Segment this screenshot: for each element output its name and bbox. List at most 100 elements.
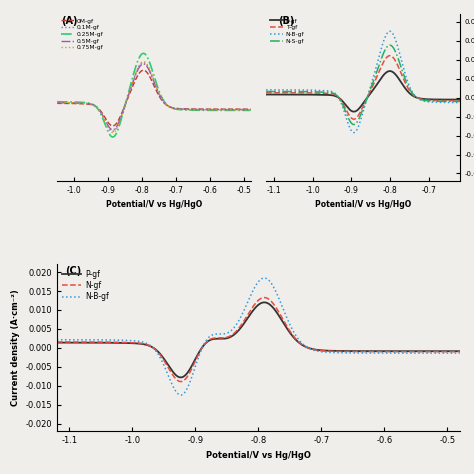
P-gf bbox=[358, 348, 364, 354]
P-gf bbox=[275, 91, 281, 97]
N-S-gf bbox=[457, 99, 463, 104]
T-gf bbox=[381, 58, 387, 64]
P-gf bbox=[351, 109, 356, 115]
X-axis label: Potential/V vs Hg/HgO: Potential/V vs Hg/HgO bbox=[106, 201, 202, 210]
T-gf bbox=[263, 90, 269, 96]
N-B-gf bbox=[387, 28, 393, 34]
0.1M-gf bbox=[172, 106, 178, 111]
N-S-gf bbox=[410, 92, 416, 98]
0.1M-gf bbox=[178, 106, 183, 112]
N-B-gf bbox=[403, 350, 409, 356]
0M-gf bbox=[110, 123, 116, 129]
Legend: P-gf, T-gf, N-B-gf, N-S-gf: P-gf, T-gf, N-B-gf, N-S-gf bbox=[269, 17, 306, 45]
Line: 0M-gf: 0M-gf bbox=[57, 70, 251, 126]
Legend: 0M-gf, 0.1M-gf, 0.25M-gf, 0.5M-gf, 0.75M-gf: 0M-gf, 0.1M-gf, 0.25M-gf, 0.5M-gf, 0.75M… bbox=[60, 17, 105, 52]
N-B-gf bbox=[410, 91, 416, 97]
0.5M-gf bbox=[54, 100, 60, 106]
0.25M-gf bbox=[221, 108, 227, 113]
N-S-gf bbox=[430, 98, 436, 104]
N-gf bbox=[227, 334, 232, 339]
P-gf bbox=[178, 374, 183, 380]
0.75M-gf bbox=[110, 130, 116, 136]
Line: P-gf: P-gf bbox=[57, 302, 460, 377]
P-gf bbox=[227, 335, 232, 340]
X-axis label: Potential/V vs Hg/HgO: Potential/V vs Hg/HgO bbox=[315, 201, 411, 210]
Y-axis label: Current density (A·cm⁻²): Current density (A·cm⁻²) bbox=[11, 290, 20, 406]
0.5M-gf bbox=[167, 104, 173, 110]
N-S-gf bbox=[381, 49, 387, 55]
N-B-gf bbox=[159, 358, 164, 364]
N-B-gf bbox=[98, 337, 104, 343]
P-gf bbox=[381, 72, 387, 78]
N-B-gf bbox=[376, 55, 382, 60]
0.5M-gf bbox=[248, 107, 254, 112]
N-B-gf bbox=[430, 99, 436, 105]
N-gf bbox=[358, 349, 364, 355]
N-B-gf bbox=[387, 28, 392, 34]
0.5M-gf bbox=[172, 106, 178, 111]
Text: (A): (A) bbox=[61, 16, 77, 26]
P-gf bbox=[262, 300, 267, 305]
0M-gf bbox=[178, 106, 183, 111]
0.75M-gf bbox=[54, 100, 60, 105]
0.25M-gf bbox=[110, 134, 116, 140]
0.75M-gf bbox=[167, 104, 173, 110]
T-gf bbox=[387, 53, 393, 58]
0.25M-gf bbox=[54, 99, 60, 105]
N-S-gf bbox=[387, 42, 392, 48]
P-gf bbox=[54, 340, 60, 346]
0.1M-gf bbox=[201, 107, 207, 112]
0.5M-gf bbox=[201, 107, 207, 112]
0.25M-gf bbox=[178, 107, 183, 112]
Line: N-gf: N-gf bbox=[57, 298, 460, 382]
0.75M-gf bbox=[201, 107, 207, 113]
N-B-gf bbox=[457, 100, 463, 105]
0.1M-gf bbox=[54, 100, 60, 106]
N-B-gf bbox=[351, 130, 356, 136]
N-S-gf bbox=[263, 89, 269, 94]
N-gf bbox=[159, 354, 164, 360]
T-gf bbox=[376, 69, 382, 75]
0.75M-gf bbox=[178, 107, 183, 112]
N-B-gf bbox=[381, 37, 387, 43]
0.5M-gf bbox=[221, 107, 227, 112]
N-B-gf bbox=[178, 392, 183, 398]
Text: (C): (C) bbox=[65, 266, 81, 276]
N-B-gf bbox=[342, 350, 347, 356]
Line: N-B-gf: N-B-gf bbox=[266, 31, 460, 133]
0.75M-gf bbox=[141, 59, 146, 64]
0.25M-gf bbox=[167, 104, 173, 110]
0.5M-gf bbox=[110, 127, 116, 133]
T-gf bbox=[457, 98, 463, 103]
N-B-gf bbox=[358, 350, 364, 356]
0.1M-gf bbox=[248, 107, 254, 112]
P-gf bbox=[342, 348, 347, 354]
N-B-gf bbox=[262, 275, 267, 281]
X-axis label: Potential/V vs Hg/HgO: Potential/V vs Hg/HgO bbox=[206, 451, 311, 460]
N-gf bbox=[342, 348, 347, 354]
P-gf bbox=[263, 91, 269, 97]
Line: P-gf: P-gf bbox=[266, 71, 460, 112]
0M-gf bbox=[248, 106, 254, 112]
0.75M-gf bbox=[248, 107, 254, 113]
T-gf bbox=[387, 53, 392, 58]
Line: 0.5M-gf: 0.5M-gf bbox=[57, 64, 251, 130]
Line: N-B-gf: N-B-gf bbox=[57, 278, 460, 395]
N-gf bbox=[403, 349, 409, 355]
N-B-gf bbox=[275, 87, 281, 93]
0.25M-gf bbox=[141, 51, 146, 56]
Line: N-S-gf: N-S-gf bbox=[266, 45, 460, 125]
N-B-gf bbox=[227, 329, 232, 335]
0M-gf bbox=[167, 104, 173, 110]
0.25M-gf bbox=[201, 108, 207, 113]
N-S-gf bbox=[351, 122, 356, 128]
N-gf bbox=[54, 339, 60, 345]
0.75M-gf bbox=[172, 106, 178, 111]
0M-gf bbox=[141, 67, 146, 73]
Line: 0.75M-gf: 0.75M-gf bbox=[57, 62, 251, 133]
N-B-gf bbox=[263, 87, 269, 93]
0.75M-gf bbox=[66, 100, 72, 106]
0.1M-gf bbox=[167, 104, 173, 110]
0.5M-gf bbox=[66, 100, 72, 106]
P-gf bbox=[410, 93, 416, 99]
